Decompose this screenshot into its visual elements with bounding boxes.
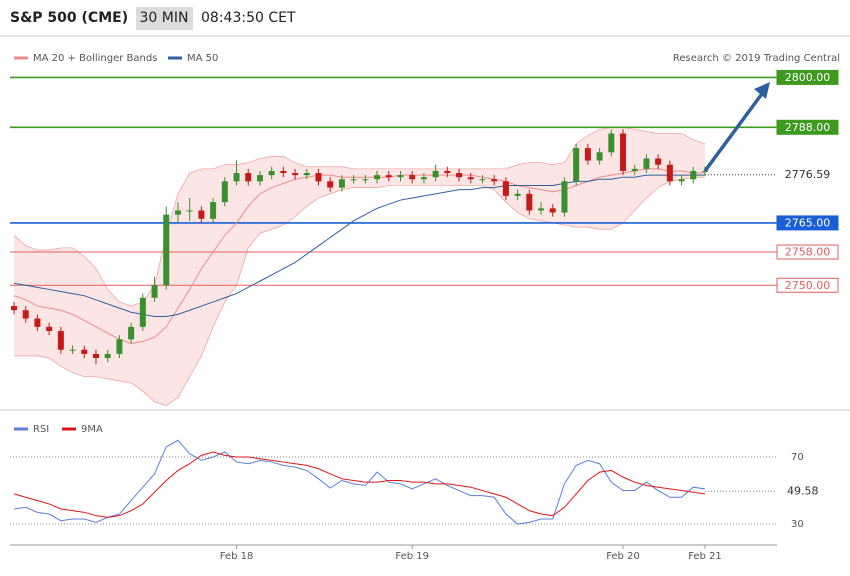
candle-body <box>643 158 650 169</box>
candle-body <box>139 297 146 327</box>
candle-body <box>174 210 181 215</box>
candle-body <box>526 193 533 211</box>
candle-body <box>128 326 135 340</box>
candle-body <box>104 353 111 359</box>
band-lower <box>14 176 705 407</box>
candle-body <box>327 181 334 188</box>
level-label: 2800.00 <box>785 71 831 84</box>
interval-box <box>136 7 193 30</box>
level-label-box <box>776 69 839 85</box>
time: 08:43:50 CET <box>201 10 296 26</box>
candle-body <box>584 148 591 161</box>
level-label: 2758.00 <box>785 246 831 259</box>
candle-body <box>292 173 299 176</box>
candle-body <box>432 170 439 178</box>
band-upper <box>13 127 706 307</box>
legend-label: 9MA <box>81 424 103 435</box>
candle-body <box>374 175 381 180</box>
candle-body <box>11 306 17 311</box>
candle-body <box>444 170 451 174</box>
candle-body <box>514 193 521 196</box>
candle-body <box>502 181 509 196</box>
candle-body <box>46 326 53 332</box>
candle-body <box>666 164 673 182</box>
candle-body <box>397 175 404 178</box>
source: Research © 2019 Trading Central <box>673 53 840 64</box>
candle-body <box>116 339 123 354</box>
forecast-arrowhead <box>754 82 770 99</box>
candle-body <box>385 175 392 178</box>
candle-body <box>456 173 463 178</box>
candle-body <box>210 202 217 219</box>
forecast-arrow <box>703 89 766 172</box>
legend-label: MA 50 <box>187 53 218 64</box>
x-tick-label: Feb 18 <box>220 551 254 562</box>
candle-body <box>315 173 322 182</box>
candle-body <box>690 170 697 180</box>
candle-body <box>608 133 615 153</box>
y-tick-label: 70 <box>791 452 804 463</box>
level-label-box <box>776 244 839 260</box>
candle-body <box>702 170 708 172</box>
candle-body <box>596 152 603 161</box>
candle-body <box>620 133 627 171</box>
candle-body <box>362 179 369 181</box>
candle-body <box>163 214 170 286</box>
candle-body <box>409 175 416 180</box>
candle-body <box>151 285 158 298</box>
candle-body <box>338 179 345 188</box>
candle-body <box>57 331 64 350</box>
legend-label: MA 20 + Bollinger Bands <box>33 53 157 64</box>
candle-body <box>655 158 662 165</box>
legend-label: RSI <box>33 424 49 435</box>
level-label-box <box>776 119 839 135</box>
x-tick-label: Feb 20 <box>606 551 640 562</box>
candle-body <box>22 310 29 319</box>
candle-body <box>92 353 99 359</box>
interval: 30 MIN <box>140 10 189 26</box>
level-label: 2788.00 <box>785 121 831 134</box>
last-price-label: 2776.59 <box>785 168 831 181</box>
candle-body <box>491 179 498 182</box>
candle-body <box>198 210 205 219</box>
moving-average <box>13 174 705 317</box>
candle-body <box>233 173 240 182</box>
rsi-line <box>13 451 706 518</box>
candle-body <box>303 173 310 176</box>
candle-body <box>245 173 252 182</box>
level-label: 2750.00 <box>785 279 831 292</box>
candle-body <box>561 181 568 213</box>
title: S&P 500 (CME) <box>10 10 128 26</box>
candle-body <box>631 168 638 171</box>
y-tick-label: 30 <box>791 519 804 530</box>
candle-body <box>350 179 357 181</box>
x-tick-label: Feb 21 <box>688 551 722 562</box>
candle-body <box>69 349 76 351</box>
level-label: 2765.00 <box>785 216 831 229</box>
candle-body <box>34 318 41 327</box>
candle-body <box>678 179 685 182</box>
candle-body <box>538 208 545 211</box>
candle-body <box>549 208 556 213</box>
candle-body <box>479 179 486 181</box>
candle-body <box>420 177 427 180</box>
candle-body <box>186 210 193 212</box>
rsi-line <box>13 439 706 525</box>
candle-body <box>280 170 287 174</box>
candle-body <box>467 177 474 180</box>
candle-body <box>573 148 580 182</box>
x-tick-label: Feb 19 <box>395 551 429 562</box>
candle-body <box>256 175 263 182</box>
candle-body <box>221 181 228 203</box>
level-label-box <box>776 215 839 231</box>
last-price-box <box>777 167 838 182</box>
candle-body <box>268 170 275 176</box>
last-value-label: 49.58 <box>787 484 819 497</box>
candle-body <box>81 349 88 354</box>
level-label-box <box>776 277 839 293</box>
